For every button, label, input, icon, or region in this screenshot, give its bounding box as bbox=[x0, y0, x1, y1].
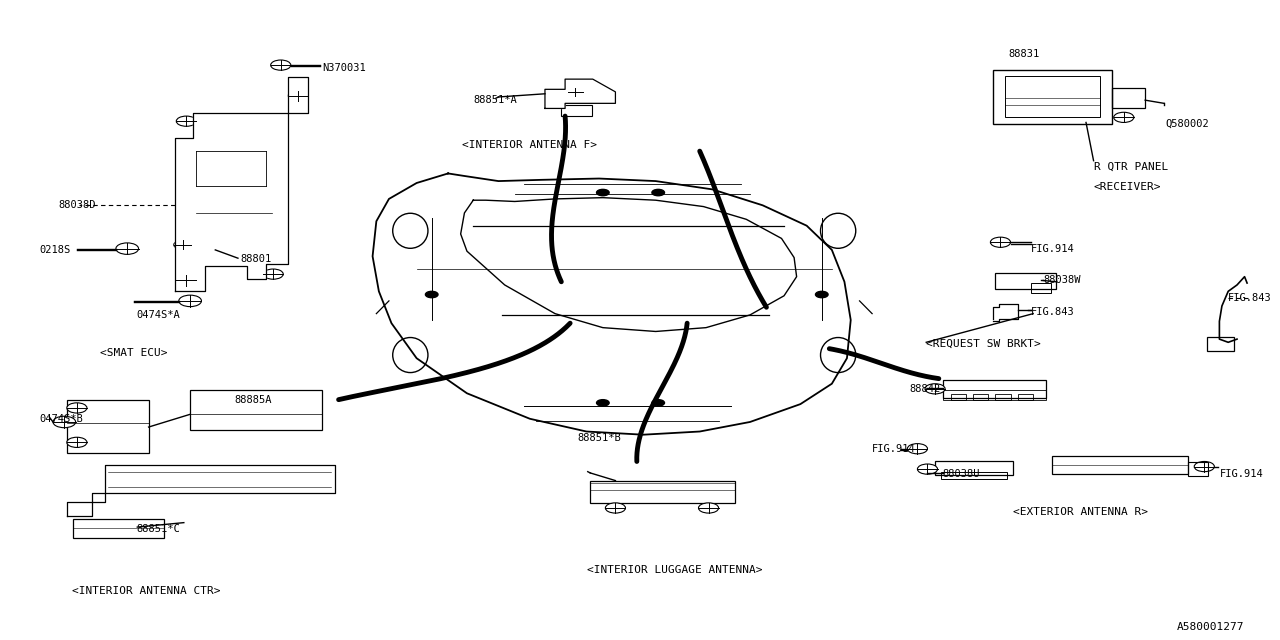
Circle shape bbox=[67, 437, 87, 447]
Text: 88842: 88842 bbox=[910, 384, 941, 394]
Text: 88801: 88801 bbox=[241, 255, 271, 264]
Circle shape bbox=[567, 88, 582, 96]
Bar bbox=[942, 380, 1046, 397]
Circle shape bbox=[652, 189, 664, 196]
Circle shape bbox=[425, 291, 438, 298]
Bar bbox=[934, 461, 1012, 476]
Circle shape bbox=[177, 275, 196, 285]
Bar bbox=[1030, 283, 1051, 293]
Text: 88038W: 88038W bbox=[1043, 275, 1080, 285]
Text: <INTERIOR ANTENNA CTR>: <INTERIOR ANTENNA CTR> bbox=[72, 586, 220, 596]
Bar bbox=[951, 394, 966, 400]
Circle shape bbox=[1114, 112, 1134, 122]
Circle shape bbox=[596, 399, 609, 406]
Polygon shape bbox=[545, 79, 616, 108]
Text: R QTR PANEL: R QTR PANEL bbox=[1093, 162, 1167, 172]
Bar bbox=[67, 400, 148, 452]
Bar bbox=[993, 70, 1112, 124]
Text: 88851*C: 88851*C bbox=[136, 524, 179, 534]
Text: 0218S: 0218S bbox=[40, 245, 70, 255]
Bar bbox=[1018, 394, 1033, 400]
Circle shape bbox=[815, 291, 828, 298]
Text: <SMAT ECU>: <SMAT ECU> bbox=[100, 348, 168, 358]
Circle shape bbox=[918, 464, 937, 474]
Circle shape bbox=[699, 503, 718, 513]
Text: 0474S*B: 0474S*B bbox=[40, 414, 83, 424]
Text: 88851*A: 88851*A bbox=[474, 95, 517, 105]
Circle shape bbox=[991, 237, 1010, 247]
Text: <REQUEST SW BRKT>: <REQUEST SW BRKT> bbox=[927, 339, 1041, 349]
Text: <RECEIVER>: <RECEIVER> bbox=[1093, 182, 1161, 193]
Circle shape bbox=[116, 243, 138, 254]
Circle shape bbox=[179, 295, 201, 307]
Circle shape bbox=[52, 416, 76, 428]
Bar bbox=[184, 473, 232, 486]
Bar bbox=[196, 195, 271, 232]
Bar bbox=[73, 519, 164, 538]
Bar bbox=[124, 473, 173, 486]
Circle shape bbox=[908, 444, 928, 454]
Bar bbox=[1207, 337, 1234, 351]
Circle shape bbox=[605, 503, 626, 513]
Polygon shape bbox=[175, 77, 308, 291]
Text: 88851*B: 88851*B bbox=[577, 433, 621, 443]
Text: FIG.914: FIG.914 bbox=[872, 444, 916, 454]
Text: 88038U: 88038U bbox=[942, 469, 980, 479]
Bar bbox=[1112, 88, 1146, 108]
Text: A580001277: A580001277 bbox=[1178, 622, 1244, 632]
Text: FIG.843: FIG.843 bbox=[1229, 292, 1272, 303]
Polygon shape bbox=[67, 465, 335, 516]
Text: Q580002: Q580002 bbox=[1165, 119, 1210, 129]
Circle shape bbox=[67, 403, 87, 413]
Circle shape bbox=[925, 384, 945, 394]
Bar bbox=[191, 390, 323, 429]
Bar bbox=[973, 394, 988, 400]
Bar bbox=[562, 104, 591, 116]
Text: N370031: N370031 bbox=[323, 63, 366, 74]
Circle shape bbox=[264, 269, 283, 279]
Circle shape bbox=[652, 399, 664, 406]
Bar bbox=[1052, 456, 1188, 474]
Text: 0474S*A: 0474S*A bbox=[136, 310, 179, 320]
Bar bbox=[1188, 462, 1208, 476]
Bar bbox=[942, 390, 1046, 399]
Bar bbox=[996, 273, 1056, 289]
Text: 88831: 88831 bbox=[1009, 49, 1039, 59]
Bar bbox=[996, 394, 1010, 400]
Bar bbox=[941, 472, 1007, 479]
Circle shape bbox=[288, 91, 308, 100]
Bar bbox=[590, 481, 735, 503]
Text: <EXTERIOR ANTENNA R>: <EXTERIOR ANTENNA R> bbox=[1014, 508, 1148, 518]
Circle shape bbox=[270, 60, 291, 70]
Circle shape bbox=[1194, 461, 1215, 472]
Text: FIG.914: FIG.914 bbox=[1220, 469, 1263, 479]
Text: <INTERIOR LUGGAGE ANTENNA>: <INTERIOR LUGGAGE ANTENNA> bbox=[586, 564, 763, 575]
Text: 88885A: 88885A bbox=[234, 395, 271, 404]
Text: FIG.843: FIG.843 bbox=[1030, 307, 1074, 317]
Circle shape bbox=[596, 189, 609, 196]
Bar bbox=[243, 473, 291, 486]
Circle shape bbox=[177, 116, 196, 126]
Text: 88038D: 88038D bbox=[58, 200, 96, 211]
Text: <INTERIOR ANTENNA F>: <INTERIOR ANTENNA F> bbox=[462, 140, 598, 150]
Circle shape bbox=[174, 241, 192, 249]
Bar bbox=[1006, 76, 1100, 117]
Text: FIG.914: FIG.914 bbox=[1030, 244, 1074, 253]
